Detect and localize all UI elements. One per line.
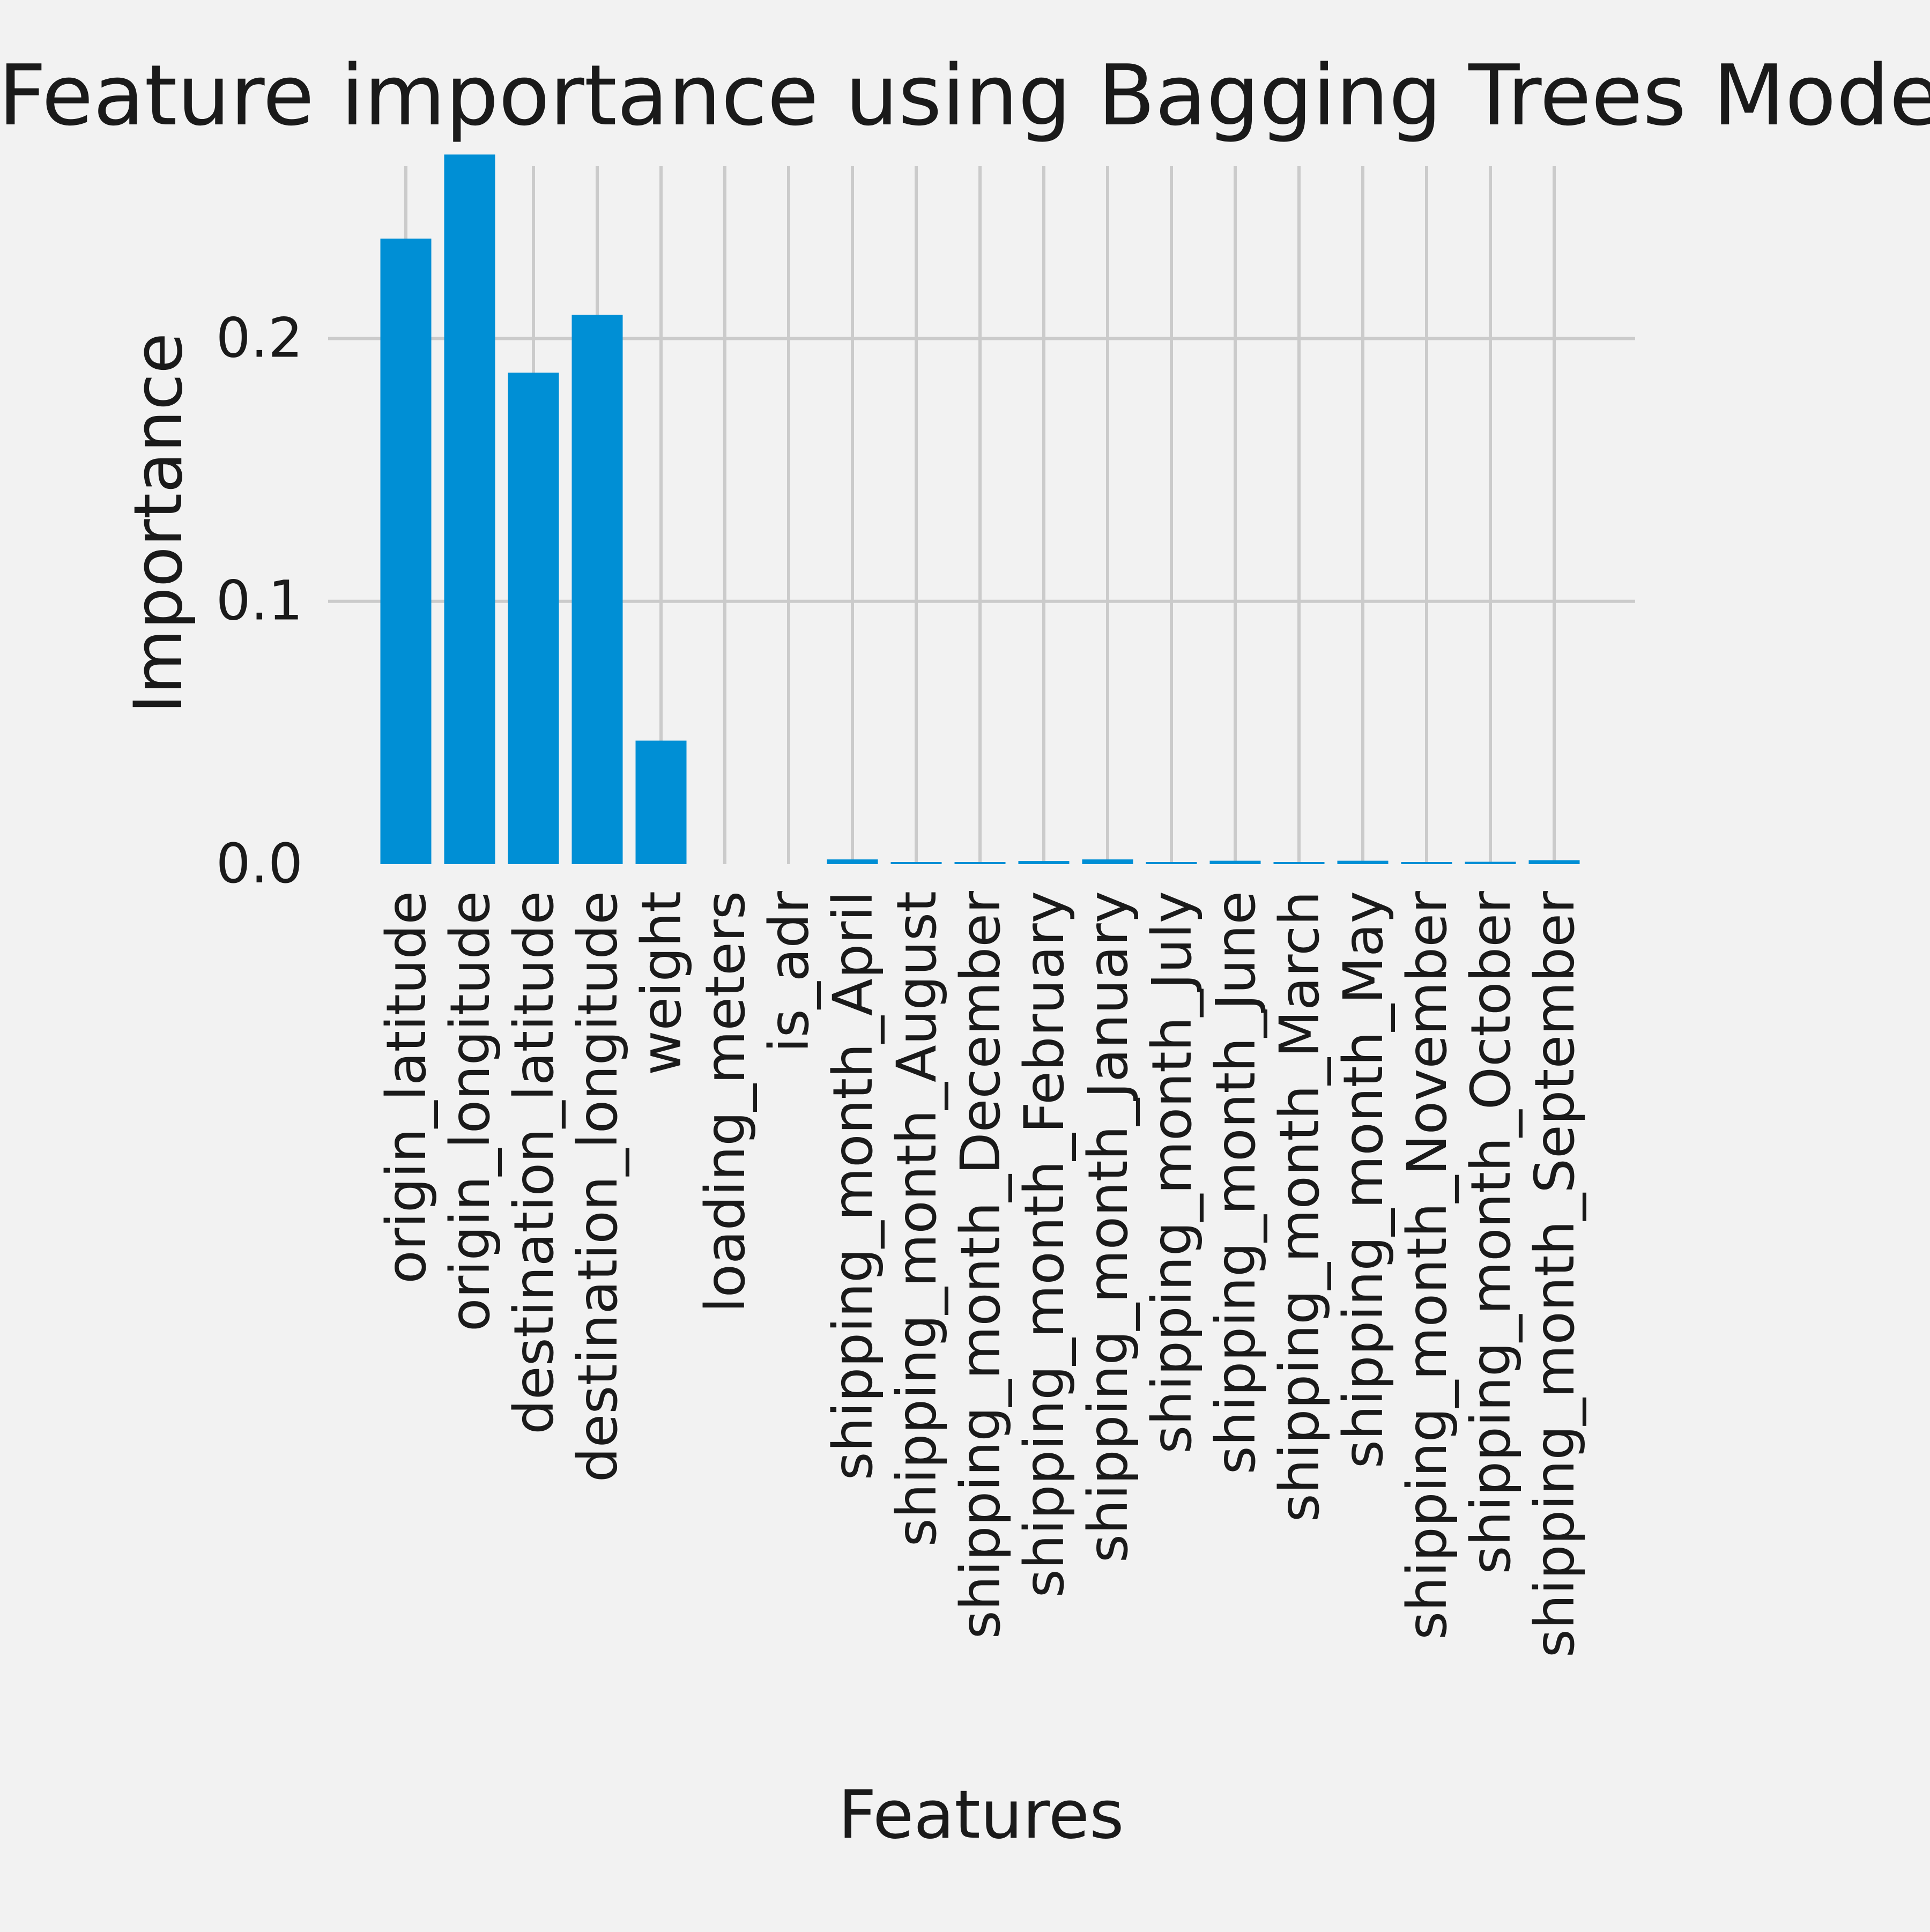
bar xyxy=(890,862,942,864)
x-tick-label: shipping_month_July xyxy=(1140,891,1204,1454)
x-axis-label: Features xyxy=(838,1777,1124,1854)
bar-layer xyxy=(380,154,1580,864)
bar xyxy=(1528,860,1580,864)
x-tick-label: shipping_month_March xyxy=(1268,891,1332,1522)
x-tick-label: shipping_month_February xyxy=(1013,891,1077,1597)
x-tick-label: weight xyxy=(630,891,694,1075)
bar xyxy=(954,862,1006,864)
x-tick-label: loading_meters xyxy=(694,891,758,1313)
bar xyxy=(635,740,687,864)
bar xyxy=(1082,859,1133,864)
bar xyxy=(571,315,623,864)
y-tick-label: 0.0 xyxy=(216,832,303,896)
x-tick-label: shipping_month_October xyxy=(1459,891,1523,1574)
x-tick-label: shipping_month_April xyxy=(821,891,885,1481)
x-tick-label: is_adr xyxy=(758,891,821,1053)
x-tick-label: shipping_month_May xyxy=(1332,891,1395,1468)
x-tick-label: origin_longitude xyxy=(439,891,502,1332)
bar xyxy=(1018,861,1070,864)
bar xyxy=(827,859,878,864)
bar xyxy=(1401,862,1452,864)
y-axis-label: Importance xyxy=(120,333,197,714)
x-tick-labels: origin_latitude origin_longitude destinati… xyxy=(375,891,1587,1658)
bar xyxy=(1273,862,1325,864)
x-tick-label: shipping_month_December xyxy=(949,891,1013,1639)
y-tick-label: 0.2 xyxy=(216,306,303,370)
bar xyxy=(1146,862,1197,864)
x-tick-label: shipping_month_January xyxy=(1077,891,1140,1563)
bar xyxy=(380,239,432,864)
y-tick-labels: 0.0 0.1 0.2 xyxy=(216,306,303,896)
x-tick-label: shipping_month_June xyxy=(1204,891,1268,1475)
x-tick-label: shipping_month_August xyxy=(885,891,949,1547)
bar xyxy=(1337,860,1389,864)
x-tick-label: shipping_month_November xyxy=(1395,891,1459,1640)
bar xyxy=(1465,861,1516,864)
x-tick-label: origin_latitude xyxy=(375,891,439,1284)
x-tick-label: shipping_month_September xyxy=(1523,891,1587,1658)
x-tick-label: destination_latitude xyxy=(502,891,566,1435)
bar xyxy=(1209,860,1261,864)
x-tick-label: destination_longitude xyxy=(566,891,630,1482)
y-tick-label: 0.1 xyxy=(216,569,303,633)
bar xyxy=(444,154,495,864)
bar xyxy=(508,373,559,864)
grid-layer xyxy=(328,166,1635,864)
chart-title: Feature importance using Bagging Trees M… xyxy=(0,47,1930,144)
